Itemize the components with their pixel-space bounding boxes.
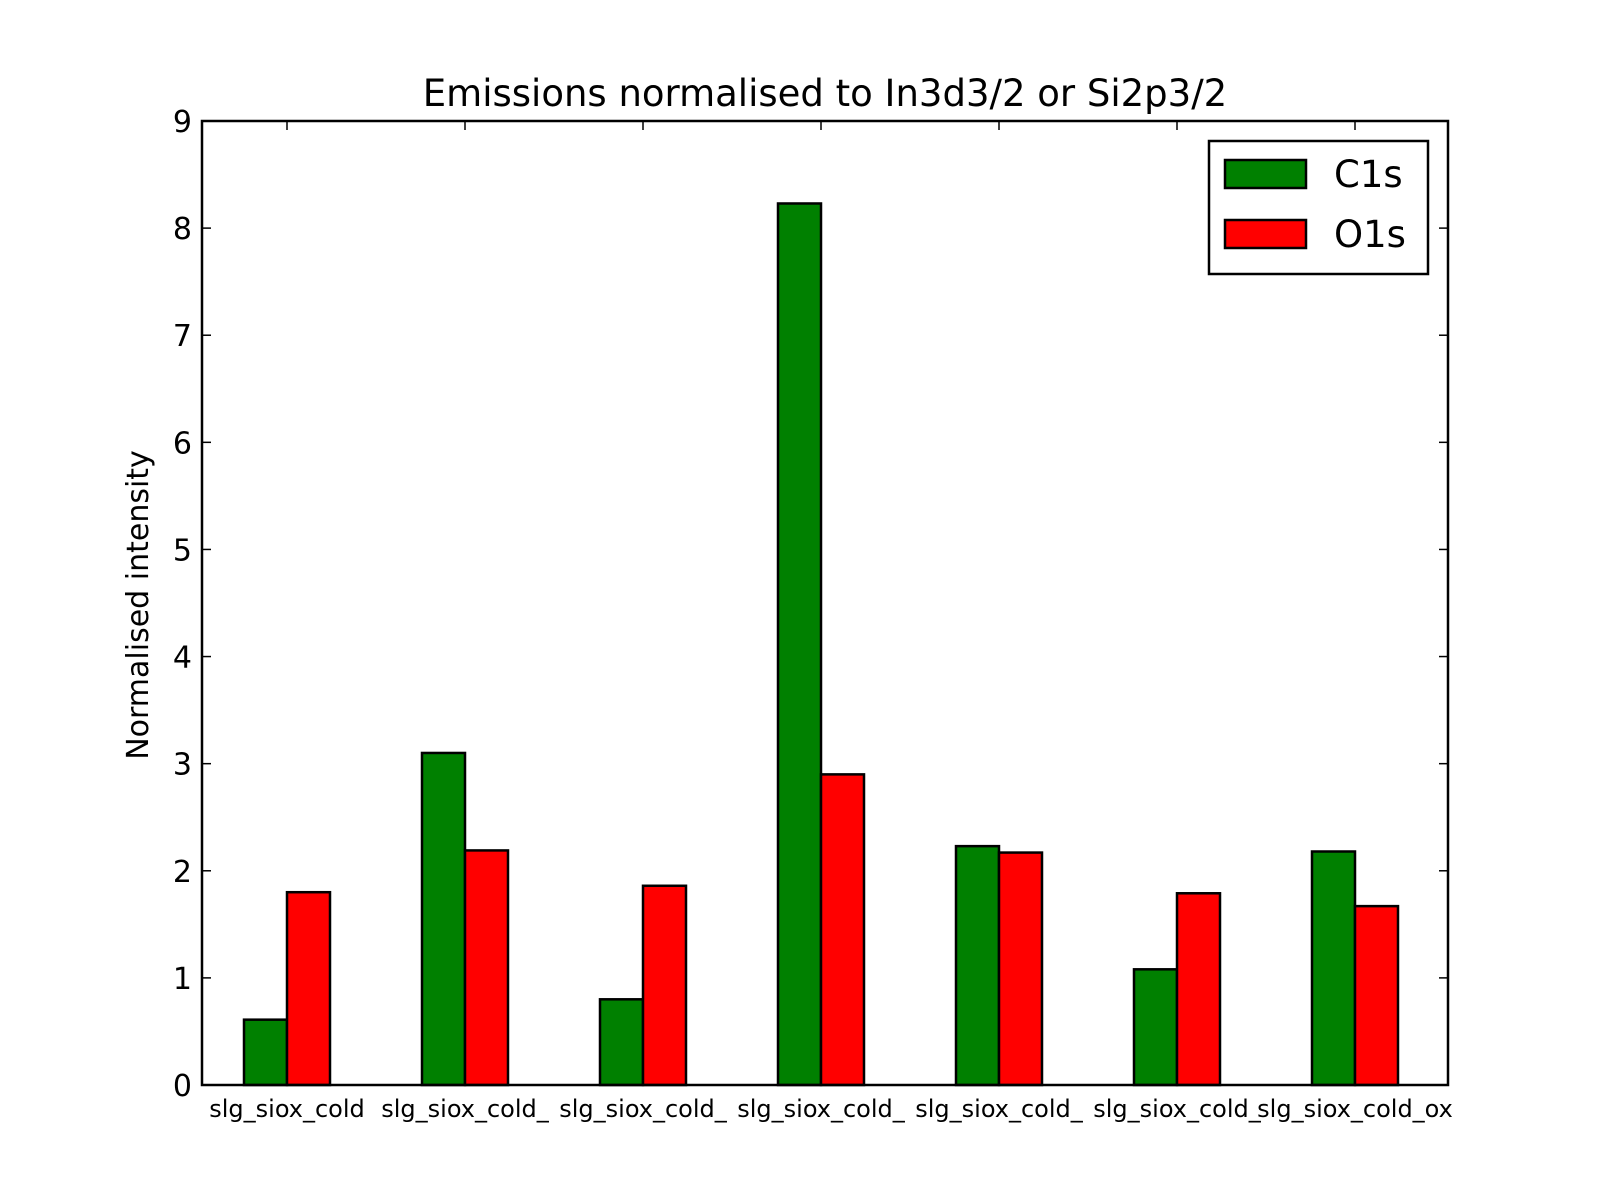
y-ticks: 0 1 2 3 4 5 6 7 8 9 — [173, 105, 1448, 1104]
bar-o1s-2 — [463, 849, 510, 1087]
bar-o1s-3 — [641, 884, 688, 1087]
bar-c1s-6 — [1132, 968, 1179, 1087]
x-tick-label: slg_siox_cold_ — [381, 1095, 550, 1123]
x-tick-label: slg_siox_cold_ — [915, 1095, 1084, 1123]
y-tick-label: 6 — [173, 426, 192, 461]
legend-label-c1s: C1s — [1334, 153, 1403, 196]
legend-swatch-o1s — [1223, 218, 1308, 250]
y-tick-label: 7 — [173, 319, 192, 354]
y-tick-label: 9 — [173, 105, 192, 140]
bar-o1s-6 — [1175, 892, 1222, 1087]
y-tick-label: 5 — [173, 533, 192, 568]
bar-o1s-1 — [285, 890, 332, 1087]
y-tick-label: 4 — [173, 641, 192, 676]
bar-c1s-3 — [598, 998, 645, 1087]
legend-label-o1s: O1s — [1334, 213, 1406, 256]
legend-swatch-c1s — [1223, 158, 1308, 190]
y-tick-label: 2 — [173, 855, 192, 890]
x-ticks: slg_siox_cold slg_siox_cold_ slg_siox_cold… — [209, 121, 1453, 1123]
bar-c1s-1 — [242, 1018, 289, 1087]
y-axis-label: Normalised intensity — [121, 450, 156, 760]
bar-o1s-5 — [997, 851, 1044, 1087]
bar-c1s-2 — [420, 751, 467, 1087]
chart-title: Emissions normalised to In3d3/2 or Si2p3… — [423, 72, 1227, 115]
bar-o1s-7 — [1353, 904, 1400, 1087]
bar-c1s-5 — [954, 844, 1001, 1087]
x-tick-label: slg_siox_cold_ — [737, 1095, 906, 1123]
bar-c1s-4 — [776, 202, 823, 1087]
x-tick-label: slg_siox_cold_ox — [1257, 1095, 1453, 1123]
y-tick-label: 1 — [173, 962, 192, 997]
x-tick-label: slg_siox_cold — [209, 1095, 365, 1123]
y-tick-label: 8 — [173, 212, 192, 247]
x-tick-label: slg_siox_cold_ — [559, 1095, 728, 1123]
y-tick-label: 3 — [173, 748, 192, 783]
y-tick-label: 0 — [173, 1069, 192, 1104]
bars — [242, 202, 1400, 1087]
bar-c1s-7 — [1310, 850, 1357, 1087]
x-tick-label: slg_siox_cold_ — [1093, 1095, 1262, 1123]
plot-frame — [200, 119, 1450, 1087]
bar-o1s-4 — [819, 773, 866, 1087]
